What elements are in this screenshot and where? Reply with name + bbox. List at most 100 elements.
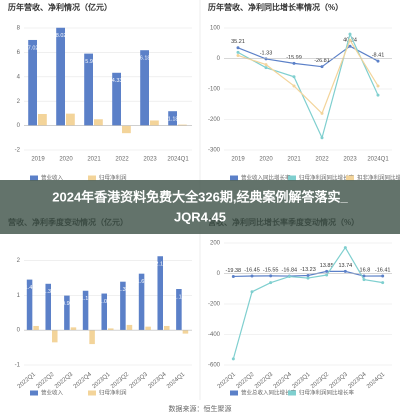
legend-label: 扣非净利润同比增长率 [357, 173, 400, 181]
bar [52, 330, 58, 343]
y-tick-label: 200 [210, 241, 221, 247]
point [348, 32, 352, 36]
data-label: -16.41 [375, 267, 391, 273]
bar [66, 113, 75, 126]
point [376, 84, 380, 88]
y-tick-label: 1 [17, 293, 21, 299]
point [231, 274, 235, 278]
data-label: 35.21 [231, 39, 245, 45]
data-label: 1.13 [81, 296, 92, 302]
x-tick-label: 2020 [59, 157, 73, 163]
y-tick-label: 8 [17, 26, 21, 32]
y-tick-label: 100 [210, 26, 221, 32]
banner-line: 2024年香港资料免费大全326期,经典案例解答落实_ [52, 189, 348, 204]
data-label: 1.45 [25, 285, 36, 291]
point [306, 276, 310, 280]
point [348, 38, 352, 42]
y-tick-label: 0 [217, 56, 221, 62]
bar [168, 111, 177, 126]
point [287, 275, 291, 279]
legend-label: 营业收入 [41, 173, 64, 181]
line [237, 32, 379, 140]
data-label: -16.84 [282, 268, 298, 274]
data-label: 1.18 [168, 117, 179, 123]
banner-bg [0, 180, 400, 234]
point [320, 111, 324, 115]
bar [138, 273, 145, 331]
data-label: -13.23 [300, 267, 316, 273]
data-label: -16.8 [358, 268, 371, 274]
chart-title: 历年营收、净利情况（亿元） [8, 2, 112, 12]
point [381, 274, 385, 278]
y-tick-label: 2 [17, 99, 21, 105]
point [362, 278, 366, 282]
x-tick-label: 2021 [87, 157, 101, 163]
point [250, 274, 254, 278]
data-label: -19.38 [226, 268, 242, 274]
point [325, 269, 329, 273]
data-label: -16.45 [244, 267, 260, 273]
data-label: -15.99 [286, 55, 302, 61]
point [231, 357, 235, 361]
bar [84, 53, 93, 126]
point [376, 59, 380, 63]
legend-swatch [346, 175, 354, 181]
x-tick-label: 2019 [31, 157, 45, 163]
legend-label: 营业收入同比增长率 [241, 173, 291, 181]
bar [56, 27, 65, 126]
y-tick-label: 4 [17, 74, 21, 80]
bar [28, 39, 37, 126]
bar [150, 120, 159, 126]
x-tick-label: 2023 [143, 157, 157, 163]
y-tick-label: 0 [17, 328, 21, 334]
point [264, 66, 268, 70]
bar [108, 328, 114, 331]
bar [122, 125, 131, 134]
data-label: 1.18 [174, 294, 185, 300]
point [236, 50, 240, 54]
bar [89, 330, 95, 345]
x-tick-label: 2020 [259, 157, 273, 163]
legend-swatch [288, 175, 296, 181]
point [320, 136, 324, 140]
data-label: -26.81 [314, 58, 330, 64]
y-tick-label: -300 [208, 148, 221, 154]
bar [126, 324, 133, 331]
legend-swatch [230, 175, 238, 181]
x-tick-label: 2022 [315, 157, 329, 163]
point [348, 44, 352, 48]
point [376, 93, 380, 97]
y-tick-label: 6 [17, 50, 21, 56]
legend-swatch [288, 390, 296, 396]
data-label: 0.99 [62, 301, 73, 307]
y-tick-label: 2 [17, 258, 21, 264]
bar [145, 326, 151, 331]
data-label: -8.41 [372, 53, 385, 59]
y-tick-label: -100 [208, 87, 221, 93]
data-label: 8.02 [56, 33, 67, 39]
point [236, 53, 240, 57]
point [306, 274, 310, 278]
legend-swatch [88, 390, 96, 396]
data-label: 1.33 [43, 289, 54, 295]
bar [140, 50, 149, 126]
data-label: 4.33 [112, 78, 123, 84]
legend-swatch [88, 175, 96, 181]
y-tick-label: -600 [208, 363, 221, 369]
bar [176, 289, 182, 331]
data-label: -1.33 [260, 50, 273, 56]
chart-title: 历年营收、净利同比增长率情况（%） [208, 2, 343, 12]
legend-label: 归母净利润 [99, 388, 127, 396]
x-tick-label: 2021 [287, 157, 301, 163]
point [381, 281, 385, 285]
data-label: 2.12 [155, 262, 166, 268]
data-label: 1.62 [137, 279, 148, 285]
legend-swatch [30, 390, 38, 396]
legend-swatch [230, 390, 238, 396]
legend-label: 归母净利润 [99, 173, 127, 181]
banner-line: JQR4.45 [174, 209, 226, 224]
bar [182, 330, 189, 334]
data-label: 5.9 [85, 59, 93, 65]
x-tick-label: 2022 [115, 157, 129, 163]
